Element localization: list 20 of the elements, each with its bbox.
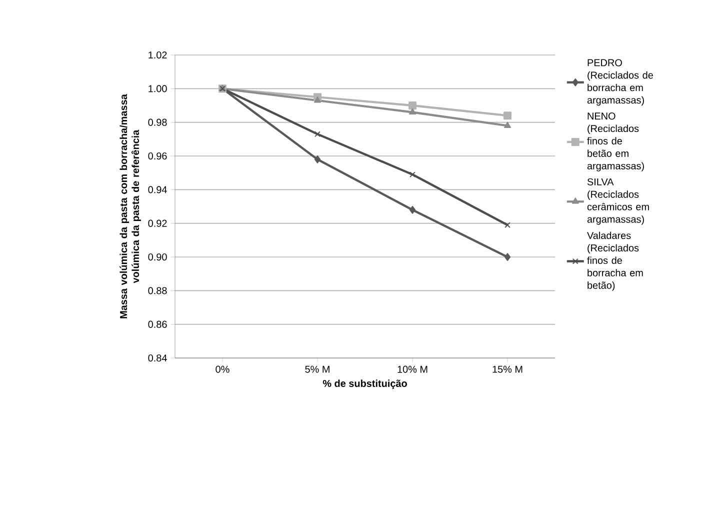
y-tick-label: 0.88 [148, 287, 167, 294]
y-tick-label: 1.00 [148, 85, 167, 92]
legend-label: Valadares (Reciclados finos de borracha em betão) [587, 232, 643, 291]
legend-label: SILVA (Reciclados cerâmicos em argamassas) [587, 178, 649, 225]
x-tick-label: 15% M [492, 366, 522, 373]
legend-label: PEDRO (Reciclados de borracha em argamassas) [587, 59, 653, 106]
y-tick-label: 0.94 [148, 186, 167, 194]
legend-label: NENO (Reciclados finos de betão em argamassas) [587, 112, 644, 172]
x-tick-label: 5% M [305, 366, 330, 373]
x-tick-label: 0% [216, 366, 230, 373]
y-tick-label: 0.98 [148, 118, 167, 126]
x-tick-label: 10% M [398, 366, 428, 373]
y-tick-label: 0.96 [148, 152, 167, 160]
y-axis-title: Massa volúmica da pasta com borracha/massa volúmica da pasta de referência [120, 94, 141, 318]
y-tick-label: 0.86 [148, 320, 167, 328]
x-axis-title: % de substituição [322, 380, 407, 389]
y-tick-label: 0.84 [148, 354, 167, 362]
y-tick-label: 0.92 [148, 220, 167, 227]
y-tick-label: 1.02 [148, 51, 167, 59]
y-tick-label: 0.90 [148, 253, 167, 261]
